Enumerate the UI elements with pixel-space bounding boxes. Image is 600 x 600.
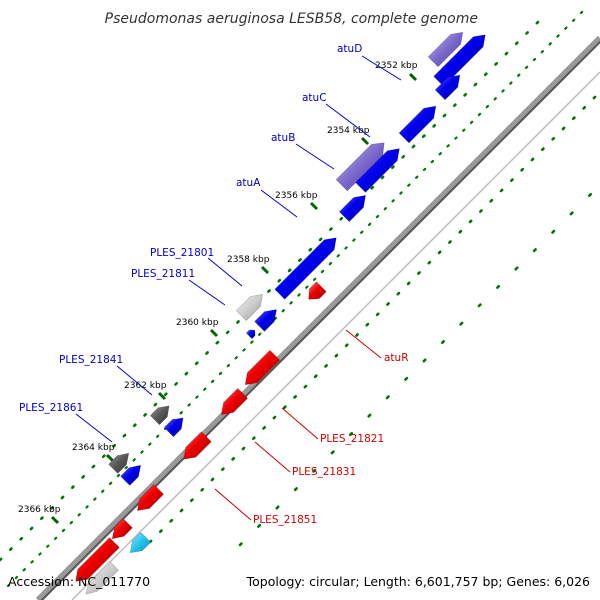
gene-ples-21811 <box>254 309 277 332</box>
gene-ples-21841 <box>149 405 170 426</box>
accession-text: Accession: NC_011770 <box>8 574 150 589</box>
gene-atuR <box>308 281 327 300</box>
ruler-tick-label: 2364 kbp <box>72 443 115 453</box>
forward-gene-label: atuD <box>337 43 362 55</box>
gene-ples-21821-b <box>221 387 249 415</box>
gene-ples-21861 <box>108 452 130 474</box>
ruler-tick-label: 2356 kbp <box>275 191 318 201</box>
forward-gene-label: atuB <box>271 132 295 144</box>
forward-leader-line <box>207 257 243 287</box>
reverse-leader-line <box>254 441 291 473</box>
forward-leader-line <box>361 55 402 81</box>
map-title: Pseudomonas aeruginosa LESB58, complete … <box>105 11 478 27</box>
gene-atuD-upper <box>427 31 464 68</box>
gene-atuB-purple <box>335 142 385 192</box>
gene-upper-blue-2 <box>434 74 461 101</box>
ruler-tick-label: 2352 kbp <box>375 61 418 71</box>
ruler-tick-mark <box>408 72 418 82</box>
gene-ples-21851 <box>137 483 165 511</box>
ruler-tick-mark <box>360 136 370 146</box>
reverse-leader-line <box>345 329 382 359</box>
topology-text: Topology: circular; Length: 6,601,757 bp… <box>246 574 590 589</box>
gene-ples-21801 <box>235 294 263 322</box>
forward-leader-line <box>116 365 153 396</box>
ruler-tick-label: 2360 kbp <box>176 318 219 328</box>
gc-track-outer <box>6 4 590 588</box>
reverse-gene-label: PLES_21831 <box>292 466 356 478</box>
ruler-ticks: 2352 kbp 2354 kbp 2356 kbp 2358 kbp 2360 kbp… <box>18 61 418 525</box>
gene-atuC <box>398 105 437 144</box>
ruler-tick-label: 2366 kbp <box>18 505 61 515</box>
forward-gene-label: PLES_21801 <box>150 247 214 259</box>
ruler-track <box>0 18 542 562</box>
gene-atuA <box>338 195 366 223</box>
reverse-leader-line <box>214 488 252 521</box>
ruler-tick-mark <box>309 201 319 211</box>
ruler-tick-mark <box>260 265 270 275</box>
gene-features <box>75 31 486 595</box>
ruler-tick-mark <box>157 391 167 401</box>
gene-labels: atuD atuC atuB atuA PLES_21801 PLES_21811 PLES… <box>19 43 409 526</box>
forward-gene-label: PLES_21861 <box>19 402 83 414</box>
ruler-tick-mark <box>50 515 60 525</box>
genome-backbone <box>35 35 600 600</box>
gene-ples-21861-blue <box>120 464 142 486</box>
reverse-gene-label: PLES_21821 <box>320 433 384 445</box>
gene-ples-21841-blue <box>163 417 184 438</box>
forward-leader-line <box>75 413 113 443</box>
forward-gene-label: atuA <box>236 177 261 189</box>
gene-ples-21811-small <box>245 329 256 340</box>
gene-bottom-gray <box>85 561 119 595</box>
ruler-tick-label: 2354 kbp <box>327 126 370 136</box>
ruler-tick-label: 2362 kbp <box>124 381 167 391</box>
gene-bottom-red-1 <box>111 518 133 540</box>
gene-ples-21821-a <box>244 349 281 386</box>
ruler-tick-mark <box>105 453 115 463</box>
gene-ples-21831 <box>183 431 212 460</box>
forward-gene-label: atuC <box>302 92 327 104</box>
gene-atuA-long <box>274 237 337 300</box>
reverse-gene-label: PLES_21851 <box>253 514 317 526</box>
forward-leader-line <box>295 143 335 170</box>
forward-leader-line <box>188 279 226 306</box>
ruler-tick-mark <box>209 328 219 338</box>
gc-track-far <box>238 183 600 547</box>
forward-leader-line <box>325 103 371 138</box>
gene-bottom-red-2 <box>75 537 120 582</box>
ruler-tick-label: 2358 kbp <box>227 255 270 265</box>
forward-gene-label: PLES_21841 <box>59 354 123 366</box>
reverse-leader-line <box>281 407 319 440</box>
gene-bottom-cyan <box>129 531 152 554</box>
gene-atuB <box>355 148 400 193</box>
forward-gene-label: PLES_21811 <box>131 268 195 280</box>
reverse-gene-label: atuR <box>384 352 409 364</box>
forward-leader-line <box>260 189 298 218</box>
label-leaders <box>75 55 402 521</box>
